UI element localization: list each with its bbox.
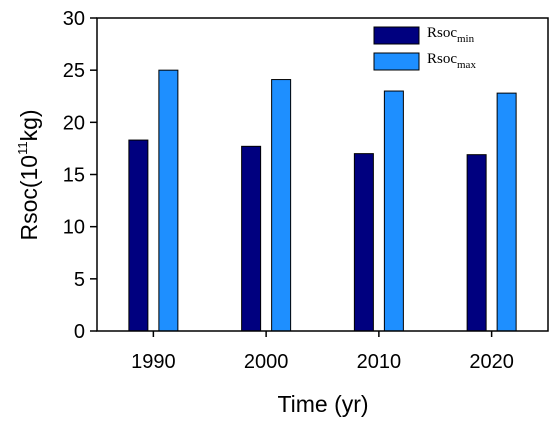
legend-label-max: Rsocmax xyxy=(427,51,476,71)
bar-max-2020 xyxy=(496,92,517,332)
x-axis-title: Time (yr) xyxy=(277,391,368,417)
legend-swatch-max xyxy=(373,52,420,71)
y-tick-label: 10 xyxy=(63,217,85,239)
bar-min-2020 xyxy=(466,154,487,332)
y-axis-title-prefix: Rsoc(10 xyxy=(16,155,42,241)
bar-max-2000 xyxy=(271,79,292,332)
bar-max-1990 xyxy=(158,69,179,332)
x-tick-label: 2020 xyxy=(469,351,514,373)
y-axis-title-suffix: kg) xyxy=(16,109,42,141)
bar-min-2000 xyxy=(241,145,262,332)
y-tick-label: 30 xyxy=(63,8,85,30)
bar-min-2010 xyxy=(353,153,374,332)
x-tick-label: 2000 xyxy=(244,351,289,373)
y-axis-title-exponent: 11 xyxy=(15,141,30,155)
y-tick-label: 5 xyxy=(74,269,85,291)
y-tick-label: 15 xyxy=(63,165,85,187)
y-tick-label: 0 xyxy=(74,321,85,343)
legend-label-min: Rsocmin xyxy=(427,25,475,45)
y-tick-label: 25 xyxy=(63,60,85,82)
legend-swatch-min xyxy=(373,26,420,45)
bar-max-2010 xyxy=(383,90,404,332)
y-axis-title: Rsoc(1011kg) xyxy=(15,109,42,240)
x-tick-label: 1990 xyxy=(131,351,176,373)
y-tick-label: 20 xyxy=(63,112,85,134)
bar-min-1990 xyxy=(128,139,149,332)
x-tick-label: 2010 xyxy=(357,351,402,373)
